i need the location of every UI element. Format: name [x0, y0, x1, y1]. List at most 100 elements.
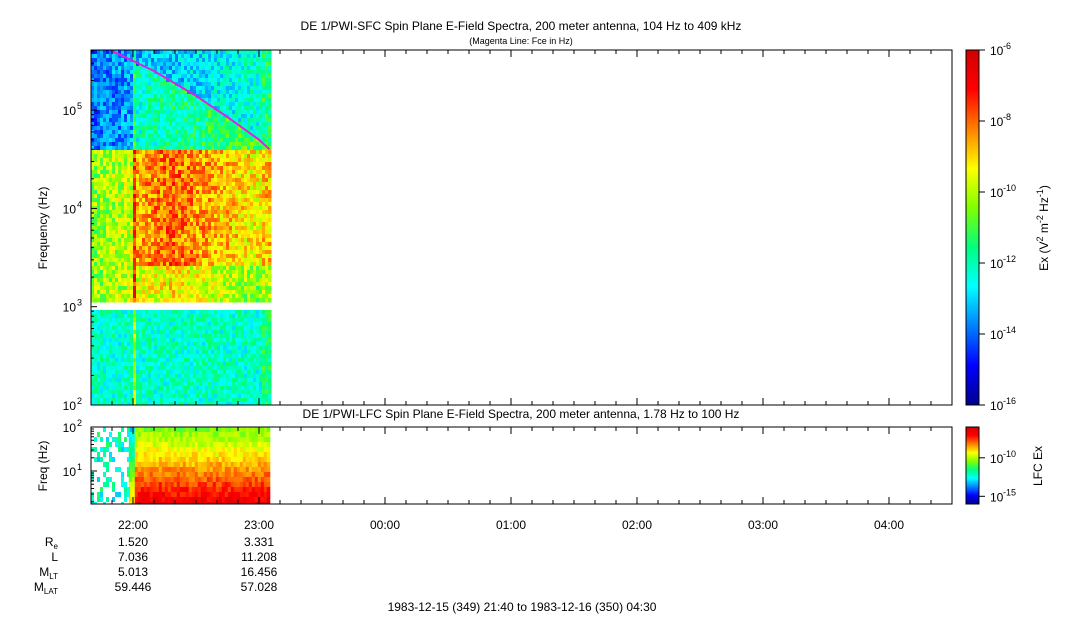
sfc-cell: [178, 354, 182, 359]
sfc-cell: [232, 226, 236, 231]
sfc-cell: [109, 178, 113, 183]
sfc-cell: [97, 274, 101, 279]
sfc-cell: [238, 166, 242, 171]
sfc-cell: [214, 102, 218, 107]
sfc-cell: [103, 390, 107, 395]
sfc-cell: [223, 186, 227, 191]
sfc-cell: [121, 366, 125, 371]
sfc-cell: [235, 194, 239, 199]
sfc-cell: [145, 198, 149, 203]
sfc-cell: [124, 182, 128, 187]
sfc-cell: [166, 170, 170, 175]
sfc-cell: [262, 166, 266, 171]
sfc-cell: [145, 194, 149, 199]
sfc-cell: [259, 98, 263, 103]
sfc-cell: [163, 282, 167, 287]
sfc-cell: [115, 386, 119, 391]
sfc-cell: [223, 50, 227, 55]
sfc-cell: [91, 230, 95, 235]
sfc-cell: [226, 270, 230, 275]
sfc-cell: [142, 190, 146, 195]
sfc-cell: [229, 162, 233, 167]
sfc-cell: [238, 62, 242, 67]
sfc-cell: [151, 94, 155, 99]
sfc-cell: [97, 254, 101, 259]
sfc-cell: [181, 154, 185, 159]
sfc-cell: [190, 346, 194, 351]
sfc-cell: [118, 266, 122, 271]
sfc-cell: [127, 238, 131, 243]
sfc-cell: [211, 258, 215, 263]
sfc-cell: [205, 270, 209, 275]
sfc-cell: [109, 122, 113, 127]
sfc-cell: [226, 250, 230, 255]
sfc-cell: [154, 286, 158, 291]
sfc-cell: [115, 322, 119, 327]
sfc-cell: [91, 74, 95, 79]
sfc-cell: [196, 82, 200, 87]
sfc-cell: [196, 130, 200, 135]
sfc-cell: [247, 134, 251, 139]
sfc-cell: [202, 194, 206, 199]
sfc-cell: [124, 202, 128, 207]
sfc-cell: [169, 246, 173, 251]
sfc-cell: [136, 374, 140, 379]
sfc-cell: [223, 162, 227, 167]
sfc-cell: [175, 394, 179, 399]
sfc-cell: [109, 190, 113, 195]
sfc-cell: [139, 242, 143, 247]
sfc-cell: [250, 142, 254, 147]
sfc-cell: [136, 94, 140, 99]
sfc-cell: [181, 162, 185, 167]
sfc-cell: [151, 118, 155, 123]
sfc-cell: [205, 62, 209, 67]
sfc-cell: [130, 230, 134, 235]
sfc-cell: [154, 266, 158, 271]
sfc-cell: [193, 70, 197, 75]
sfc-cell: [112, 394, 116, 399]
sfc-cell: [103, 338, 107, 343]
sfc-cell: [142, 338, 146, 343]
sfc-cell: [196, 214, 200, 219]
sfc-cell: [118, 358, 122, 363]
sfc-cell: [139, 82, 143, 87]
sfc-cell: [187, 102, 191, 107]
sfc-cell: [253, 102, 257, 107]
sfc-cell: [193, 210, 197, 215]
sfc-cell: [169, 366, 173, 371]
sfc-cell: [130, 394, 134, 399]
sfc-cell: [247, 222, 251, 227]
sfc-cell: [142, 278, 146, 283]
sfc-cell: [193, 362, 197, 367]
sfc-cell: [259, 234, 263, 239]
sfc-cell: [211, 290, 215, 295]
sfc-cell: [208, 394, 212, 399]
sfc-cell: [127, 370, 131, 375]
sfc-cell: [154, 218, 158, 223]
sfc-cell: [244, 102, 248, 107]
sfc-cell: [130, 150, 134, 155]
sfc-cell: [241, 174, 245, 179]
sfc-cell: [109, 202, 113, 207]
sfc-cell: [160, 266, 164, 271]
sfc-cell: [178, 178, 182, 183]
sfc-cell: [172, 274, 176, 279]
sfc-cell: [97, 258, 101, 263]
sfc-cell: [166, 162, 170, 167]
sfc-cell: [172, 142, 176, 147]
sfc-cell: [187, 214, 191, 219]
sfc-cell: [241, 54, 245, 59]
sfc-cell: [184, 282, 188, 287]
sfc-cell: [223, 54, 227, 59]
sfc-cell: [250, 342, 254, 347]
sfc-cell: [184, 402, 188, 405]
sfc-cell: [139, 174, 143, 179]
sfc-cell: [259, 74, 263, 79]
sfc-cell: [115, 382, 119, 387]
sfc-cell: [205, 70, 209, 75]
sfc-cell: [247, 86, 251, 91]
sfc-cell: [256, 386, 260, 391]
sfc-cell: [169, 222, 173, 227]
sfc-cell: [259, 334, 263, 339]
sfc-cell: [193, 286, 197, 291]
